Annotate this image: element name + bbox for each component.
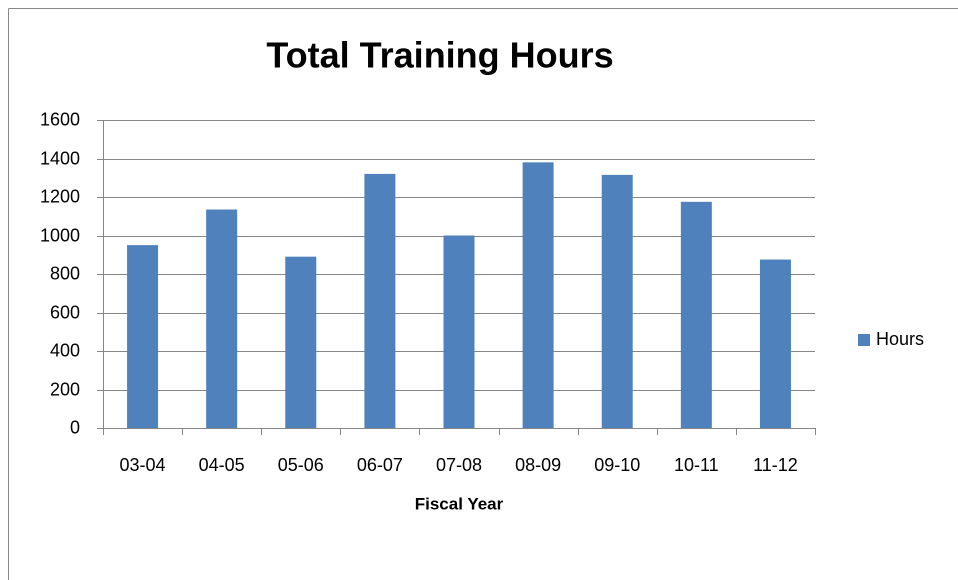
y-tick-label: 1600 <box>40 109 80 129</box>
x-tick-label: 06-07 <box>357 455 403 475</box>
bar <box>601 174 633 428</box>
bar <box>127 245 159 428</box>
y-tick-label: 200 <box>50 379 80 399</box>
chart-title: Total Training Hours <box>266 35 613 76</box>
y-tick-label: 800 <box>50 263 80 283</box>
bar <box>443 235 475 428</box>
bar <box>364 173 396 428</box>
y-tick-label: 400 <box>50 340 80 360</box>
x-tick-label: 09-10 <box>594 455 640 475</box>
y-tick-label: 1200 <box>40 186 80 206</box>
bar <box>522 162 554 428</box>
x-tick-label: 11-12 <box>753 455 798 475</box>
x-axis-label: Fiscal Year <box>415 494 504 513</box>
y-tick-label: 600 <box>50 302 80 322</box>
y-tick-label: 1400 <box>40 148 80 168</box>
y-tick-label: 0 <box>70 417 80 437</box>
legend-swatch <box>858 334 870 346</box>
x-tick-label: 05-06 <box>278 455 324 475</box>
bar <box>285 256 317 428</box>
bar <box>759 259 791 428</box>
bar <box>680 201 712 428</box>
legend-label: Hours <box>876 329 924 349</box>
y-tick-label: 1000 <box>40 225 80 245</box>
bar <box>206 209 238 428</box>
x-tick-label: 08-09 <box>515 455 561 475</box>
x-tick-label: 04-05 <box>199 455 245 475</box>
x-tick-label: 03-04 <box>120 455 166 475</box>
x-tick-label: 07-08 <box>436 455 482 475</box>
x-tick-label: 10-11 <box>674 455 719 475</box>
